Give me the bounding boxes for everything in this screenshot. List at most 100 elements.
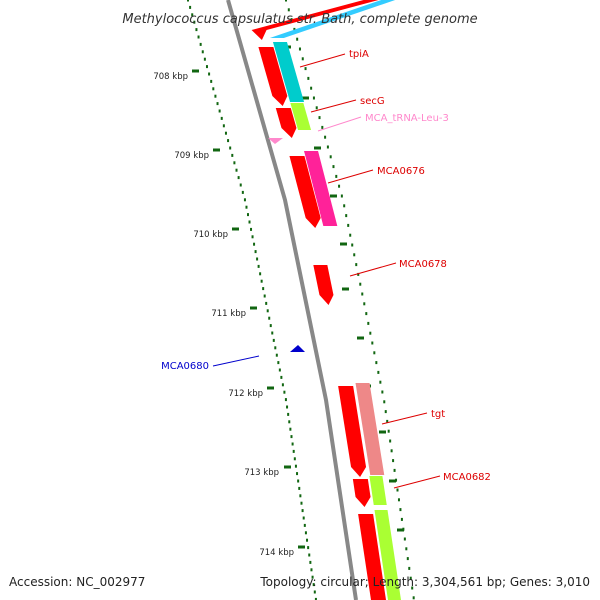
scale-dot bbox=[212, 87, 215, 91]
scale-dot bbox=[280, 375, 283, 379]
scale-dot bbox=[291, 442, 294, 446]
outer-dot bbox=[345, 214, 348, 218]
outer-dot bbox=[371, 341, 374, 345]
gene-label-secg[interactable]: secG bbox=[360, 96, 385, 107]
outer-dot bbox=[383, 400, 386, 404]
scale-dot bbox=[218, 109, 221, 113]
scale-dot bbox=[311, 575, 314, 579]
scale-dot bbox=[248, 220, 251, 224]
outer-dot bbox=[307, 76, 310, 80]
outer-dot bbox=[293, 27, 296, 31]
outer-dot bbox=[324, 135, 327, 139]
tick-label: 714 kbp bbox=[259, 548, 294, 558]
scale-dot bbox=[292, 449, 295, 453]
scale-dot bbox=[302, 516, 305, 520]
scale-dot bbox=[301, 509, 304, 513]
major-tick-mark bbox=[267, 386, 274, 390]
gene-label-mca0676[interactable]: MCA0676 bbox=[377, 166, 425, 177]
outer-tick-mark bbox=[389, 479, 396, 483]
tick-label: 713 kbp bbox=[244, 468, 279, 478]
outer-dot bbox=[373, 351, 376, 355]
scale-dot bbox=[286, 405, 289, 409]
gene-label-trna-leu[interactable]: MCA_tRNA-Leu-3 bbox=[365, 113, 449, 124]
outer-tick-mark bbox=[302, 96, 309, 100]
scale-dot bbox=[208, 72, 211, 76]
scale-dot bbox=[187, 0, 189, 2]
label-leader-line bbox=[349, 262, 397, 277]
outer-dot bbox=[405, 547, 408, 551]
tick-label: 711 kbp bbox=[211, 309, 246, 319]
outer-dot bbox=[389, 439, 392, 443]
tick-label: 710 kbp bbox=[193, 230, 228, 240]
outer-dot bbox=[411, 586, 414, 590]
major-tick-mark bbox=[192, 69, 199, 73]
outer-dot bbox=[392, 459, 395, 463]
outer-dot bbox=[355, 263, 358, 267]
cog-band bbox=[374, 510, 401, 600]
scale-dot bbox=[203, 57, 206, 61]
scale-dot bbox=[293, 457, 296, 461]
outer-tick-mark bbox=[379, 430, 386, 434]
scale-dot bbox=[229, 146, 232, 150]
gene-label-tpia[interactable]: tpiA bbox=[349, 49, 369, 60]
gene-label-tgt[interactable]: tgt bbox=[431, 409, 445, 420]
scale-dot bbox=[297, 479, 300, 483]
scale-dot bbox=[275, 353, 278, 357]
outer-tick-mark bbox=[314, 146, 321, 150]
outer-tick-mark bbox=[340, 242, 347, 246]
outer-dot bbox=[406, 557, 409, 561]
scale-dot bbox=[272, 338, 275, 342]
gene-label-mca0680[interactable]: MCA0680 bbox=[161, 361, 209, 372]
outer-dot bbox=[399, 508, 402, 512]
tick-label: 709 kbp bbox=[174, 151, 209, 161]
gene-label-mca0678[interactable]: MCA0678 bbox=[399, 259, 447, 270]
outer-dot bbox=[321, 125, 324, 129]
outer-dot bbox=[365, 312, 368, 316]
outer-dot bbox=[375, 361, 378, 365]
cds-arrow-mca0676 bbox=[289, 156, 321, 228]
outer-dot bbox=[332, 165, 335, 169]
outer-dot bbox=[400, 517, 403, 521]
major-tick-mark bbox=[250, 306, 257, 310]
outer-tick-mark bbox=[357, 336, 364, 340]
outer-dot bbox=[310, 86, 313, 90]
outer-dot bbox=[396, 488, 399, 492]
outer-dot bbox=[340, 194, 343, 198]
outer-dot bbox=[359, 282, 362, 286]
scale-dot bbox=[257, 264, 260, 268]
scale-dot bbox=[296, 472, 299, 476]
scale-dot bbox=[199, 42, 202, 46]
outer-dot bbox=[338, 184, 341, 188]
scale-dot bbox=[235, 168, 238, 172]
outer-dot bbox=[347, 223, 350, 227]
cds-arrow-tgt bbox=[338, 386, 367, 477]
outer-dot bbox=[412, 596, 415, 600]
scale-dot bbox=[222, 124, 225, 128]
scale-dot bbox=[239, 183, 242, 187]
scale-dot bbox=[253, 242, 256, 246]
scale-dot bbox=[216, 102, 219, 106]
cds-arrow-mca0678 bbox=[313, 265, 334, 305]
outer-dot bbox=[384, 410, 387, 414]
outer-dot bbox=[379, 380, 382, 384]
scale-dot bbox=[241, 190, 244, 194]
scale-dot bbox=[281, 383, 284, 387]
label-leader-line bbox=[327, 169, 374, 184]
outer-tick-mark bbox=[397, 528, 404, 532]
outer-dot bbox=[315, 106, 318, 110]
gene-label-mca0682[interactable]: MCA0682 bbox=[443, 472, 491, 483]
outer-dot bbox=[409, 576, 412, 580]
scale-dot bbox=[191, 13, 194, 17]
scale-dot bbox=[245, 205, 248, 209]
cog-band bbox=[269, 0, 396, 38]
scale-ticks: 708 kbp 709 kbp 710 kbp 711 kbp 712 kbp … bbox=[153, 72, 294, 558]
label-leader-line bbox=[381, 412, 428, 425]
outer-dot bbox=[285, 0, 287, 2]
outer-dot bbox=[318, 116, 321, 120]
outer-dot bbox=[387, 429, 390, 433]
outer-dot bbox=[343, 204, 346, 208]
outer-dot bbox=[390, 449, 393, 453]
scale-dot bbox=[262, 287, 265, 291]
outer-dot bbox=[408, 566, 411, 570]
outer-dot bbox=[403, 537, 406, 541]
